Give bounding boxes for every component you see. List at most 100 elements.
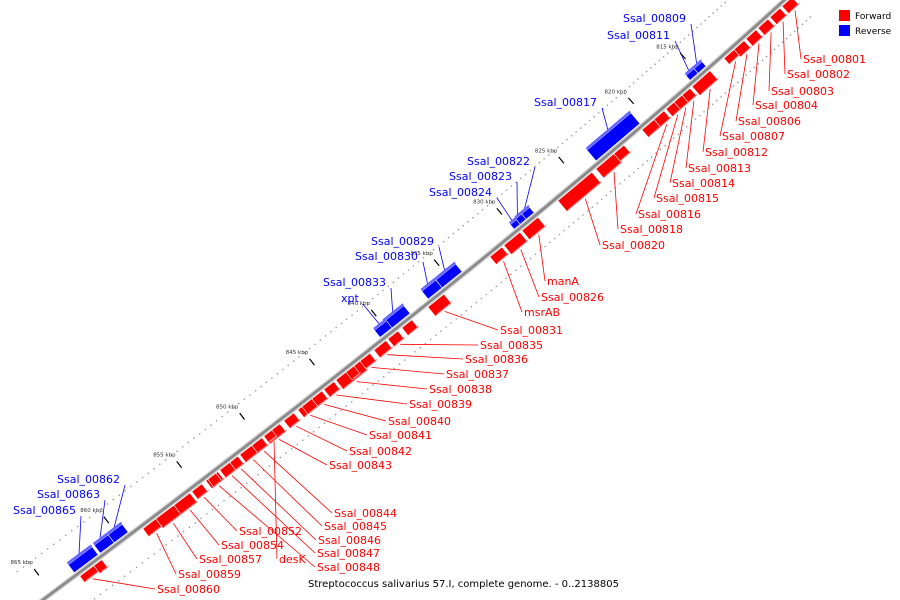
gene-label[interactable]: Ssal_00801 (803, 53, 866, 66)
ruler-dot (141, 476, 144, 479)
label-leader-lines (78, 10, 802, 590)
ruler-dot (637, 167, 639, 170)
ruler-dot (382, 289, 384, 292)
gene-label[interactable]: Ssal_00804 (755, 99, 818, 112)
forward-gene-shade (380, 346, 394, 358)
gene-label[interactable]: Ssal_00848 (317, 561, 380, 574)
ruler-dot (457, 228, 460, 231)
ruler-dot (99, 593, 102, 596)
gene-label[interactable]: Ssal_00809 (623, 12, 686, 25)
gene-label[interactable]: Ssal_00845 (324, 520, 387, 533)
gene-label[interactable]: Ssal_00814 (672, 177, 735, 190)
gene-label[interactable]: Ssal_00840 (388, 415, 451, 428)
reverse-gene-shade (93, 532, 109, 546)
gene-label[interactable]: Ssal_00839 (409, 398, 472, 411)
ruler-dot (694, 118, 697, 121)
ruler-dot (611, 100, 613, 103)
ruler-dot (490, 289, 493, 292)
forward-gene-shade (290, 418, 302, 429)
gene-label[interactable]: Ssal_00865 (13, 504, 76, 517)
gene-label[interactable]: Ssal_00803 (771, 85, 834, 98)
forward-gene-shade (197, 489, 210, 500)
ruler-dot (558, 233, 561, 236)
ruler-dot (234, 491, 237, 493)
gene-label[interactable]: Ssal_00818 (620, 223, 683, 236)
gene-label[interactable]: Ssal_00811 (607, 29, 670, 42)
reverse-gene-shade (520, 204, 530, 214)
forward-gene-shade (245, 450, 260, 463)
gene-label[interactable]: Ssal_00843 (329, 459, 392, 472)
gene-label[interactable]: Ssal_00859 (178, 568, 241, 581)
ruler-dot (672, 137, 675, 139)
gene-label[interactable]: Ssal_00841 (369, 429, 432, 442)
ruler-dot (486, 205, 489, 207)
ruler-dot (549, 241, 551, 244)
gene-label[interactable]: Ssal_00802 (787, 68, 850, 81)
ruler-dot (246, 482, 248, 485)
gene-label[interactable]: Ssal_00833 (323, 276, 386, 289)
gene-label[interactable]: Ssal_00836 (465, 353, 528, 366)
gene-label[interactable]: Ssal_00847 (317, 547, 380, 560)
gene-label[interactable]: Ssal_00862 (57, 473, 120, 486)
reverse-gene-shade (434, 261, 456, 280)
ruler-dot (765, 55, 768, 58)
ruler-dot (708, 15, 710, 18)
gene-label[interactable]: msrAB (524, 306, 560, 319)
gene-label[interactable]: manA (547, 275, 579, 288)
ruler-dot (615, 97, 618, 99)
gene-leader-line (444, 311, 499, 331)
ruler-dot (440, 330, 442, 332)
gene-label[interactable]: Ssal_00816 (638, 208, 701, 221)
gene-label[interactable]: Ssal_00823 (449, 170, 512, 183)
gene-label[interactable]: Ssal_00830 (355, 250, 418, 263)
forward-gene-shade (213, 478, 224, 488)
gene-label[interactable]: Ssal_00863 (37, 488, 100, 501)
gene-label[interactable]: xpt (341, 292, 359, 305)
gene-label[interactable]: Ssal_00860 (157, 583, 220, 596)
ruler-dot (382, 375, 385, 378)
gene-label[interactable]: Ssal_00826 (541, 291, 604, 304)
gene-label[interactable]: Ssal_00837 (446, 368, 509, 381)
gene-label[interactable]: Ssal_00807 (722, 130, 785, 143)
gene-label[interactable]: Ssal_00854 (221, 539, 284, 552)
gene-leader-line (390, 287, 394, 313)
gene-label[interactable]: Ssal_00844 (334, 507, 397, 520)
gene-label[interactable]: Ssal_00852 (239, 525, 302, 538)
ruler-dot (200, 517, 202, 520)
gene-leader-line (263, 450, 333, 514)
ruler-dot (572, 221, 575, 224)
ruler-dot (82, 521, 85, 523)
gene-label[interactable]: Ssal_00842 (349, 445, 412, 458)
ruler-dot (372, 384, 374, 386)
gene-label[interactable]: Ssal_00815 (656, 192, 719, 205)
ruler-dot (515, 181, 517, 183)
gene-label[interactable]: Ssal_00838 (429, 383, 492, 396)
gene-label[interactable]: Ssal_00817 (534, 96, 597, 109)
ruler-dot (761, 59, 764, 62)
gene-label[interactable]: Ssal_00812 (705, 146, 768, 159)
ruler-dot (481, 208, 484, 211)
gene-label[interactable]: Ssal_00806 (738, 115, 801, 128)
ruler-dot (340, 409, 342, 412)
gene-label[interactable]: Ssal_00829 (371, 235, 434, 248)
gene-label[interactable]: desK (279, 553, 306, 566)
ruler-dot (187, 441, 190, 444)
gene-label[interactable]: Ssal_00857 (199, 553, 262, 566)
ruler-dot (480, 297, 483, 300)
gene-label[interactable]: Ssal_00846 (318, 534, 381, 547)
gene-label[interactable]: Ssal_00820 (602, 239, 665, 252)
ruler-dot (271, 377, 273, 379)
gene-label[interactable]: Ssal_00831 (500, 324, 563, 337)
ruler-dot (520, 265, 522, 268)
gene-leader-line (782, 21, 786, 75)
ruler-tick (679, 52, 686, 60)
ruler-dot (422, 257, 425, 259)
ruler-dot (543, 158, 545, 160)
gene-label[interactable]: Ssal_00824 (429, 186, 492, 199)
ruler-dot (93, 598, 96, 600)
gene-label[interactable]: Ssal_00813 (688, 162, 751, 175)
gene-label[interactable]: Ssal_00835 (480, 339, 543, 352)
ruler-dot (711, 103, 714, 106)
gene-label[interactable]: Ssal_00822 (467, 155, 530, 168)
gene-leader-line (362, 303, 380, 325)
